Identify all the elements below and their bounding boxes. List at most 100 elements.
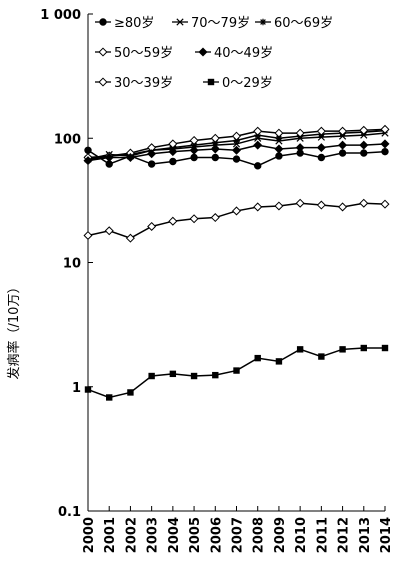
data-point-marker	[168, 147, 178, 157]
data-point-marker	[380, 124, 390, 134]
data-point-marker	[253, 126, 263, 136]
data-point-marker	[198, 47, 208, 57]
data-point-marker	[83, 156, 93, 166]
data-point-marker	[104, 152, 114, 163]
data-point-marker	[359, 198, 369, 208]
data-point-marker	[381, 147, 389, 156]
data-point-marker	[83, 230, 93, 240]
series-5	[83, 139, 390, 166]
data-point-marker	[190, 141, 198, 149]
data-point-marker	[359, 140, 369, 150]
data-point-marker	[254, 354, 261, 362]
data-point-marker	[380, 199, 390, 209]
data-point-marker	[360, 344, 367, 352]
legend-label: 60～69岁	[274, 16, 333, 31]
data-point-marker	[147, 221, 157, 231]
y-tick-label: 100	[54, 132, 81, 147]
data-point-marker	[147, 160, 156, 168]
data-point-marker	[338, 149, 347, 157]
data-point-marker	[253, 140, 263, 150]
legend-label: ≥80岁	[114, 16, 154, 31]
x-tick-label: 2007	[231, 517, 246, 553]
data-point-marker	[253, 202, 263, 212]
x-tick-label: 2012	[337, 517, 352, 553]
legend-item: 40～49岁	[195, 46, 273, 61]
data-point-marker	[338, 202, 348, 212]
series-6	[83, 198, 390, 243]
x-tick-label: 2014	[379, 517, 394, 553]
data-point-marker	[147, 149, 157, 159]
data-point-marker	[169, 370, 177, 378]
legend-item: 0～29岁	[203, 76, 273, 91]
data-point-marker	[316, 143, 326, 153]
data-point-marker	[295, 128, 305, 138]
x-tick-label: 2002	[124, 517, 139, 553]
data-point-marker	[210, 144, 220, 154]
data-point-marker	[231, 145, 242, 155]
data-point-marker	[316, 200, 326, 210]
y-tick-label: 1	[72, 381, 81, 396]
y-tick-label: 0.1	[58, 505, 81, 520]
data-point-marker	[275, 358, 283, 365]
data-point-marker	[168, 216, 178, 226]
x-ticks: 2000 2001 2002 2003 2004 2005 2006 2007 2008 2009…	[82, 506, 394, 553]
x-tick-label: 2013	[358, 517, 373, 553]
y-tick-label: 1 000	[40, 8, 81, 23]
data-point-marker	[275, 135, 283, 142]
data-point-marker	[125, 233, 135, 243]
legend-label: 0～29岁	[222, 76, 273, 91]
data-point-marker	[148, 372, 155, 380]
data-point-marker	[275, 152, 283, 160]
data-point-marker	[233, 367, 240, 374]
data-point-marker	[169, 157, 177, 166]
x-tick-label: 2008	[252, 517, 267, 553]
data-point-marker	[274, 144, 284, 154]
data-point-marker	[210, 133, 220, 143]
x-tick-label: 2009	[273, 517, 288, 553]
data-point-marker	[189, 214, 199, 224]
y-ticks: 1 000 100 10 1 0.1	[40, 8, 93, 520]
data-point-marker	[380, 139, 390, 149]
legend-item: 60～69岁	[255, 16, 333, 31]
x-tick-label: 2004	[167, 517, 182, 553]
x-tick-label: 2005	[188, 517, 203, 553]
data-point-marker	[189, 145, 199, 155]
data-point-marker	[190, 372, 198, 380]
legend-item: ≥80岁	[95, 16, 154, 31]
data-point-marker	[84, 386, 92, 393]
data-point-marker	[99, 18, 107, 26]
data-point-marker	[106, 394, 113, 401]
data-point-marker	[212, 371, 219, 379]
y-axis-title: 发病率（/10万）	[6, 281, 22, 380]
series-layer	[83, 124, 390, 401]
legend-label: 50～59岁	[114, 46, 173, 61]
data-point-marker	[210, 213, 220, 223]
legend: ≥80岁 70～79岁 60～69岁 50～59岁 40～49岁 30～39岁 0～29岁	[95, 16, 333, 91]
data-point-marker	[259, 18, 267, 26]
legend-label: 40～49岁	[214, 46, 273, 61]
x-tick-label: 2011	[315, 517, 330, 553]
x-tick-label: 2000	[82, 517, 97, 553]
data-point-marker	[338, 126, 348, 136]
x-tick-label: 2010	[294, 517, 309, 553]
data-point-marker	[232, 155, 241, 163]
data-point-marker	[104, 226, 114, 236]
data-point-marker	[125, 152, 135, 163]
x-tick-label: 2003	[146, 517, 161, 553]
data-point-marker	[295, 143, 305, 153]
data-point-marker	[339, 346, 346, 353]
data-point-marker	[176, 18, 184, 26]
series-7	[84, 344, 389, 401]
data-point-marker	[318, 353, 325, 360]
data-point-marker	[316, 126, 326, 136]
data-point-marker	[98, 47, 108, 57]
data-point-marker	[190, 153, 198, 162]
legend-item: 70～79岁	[172, 16, 250, 31]
data-point-marker	[317, 153, 326, 162]
data-point-marker	[189, 135, 199, 145]
data-point-marker	[84, 146, 92, 154]
data-point-marker	[231, 131, 242, 141]
data-point-marker	[359, 125, 369, 135]
legend-item: 30～39岁	[95, 76, 173, 91]
